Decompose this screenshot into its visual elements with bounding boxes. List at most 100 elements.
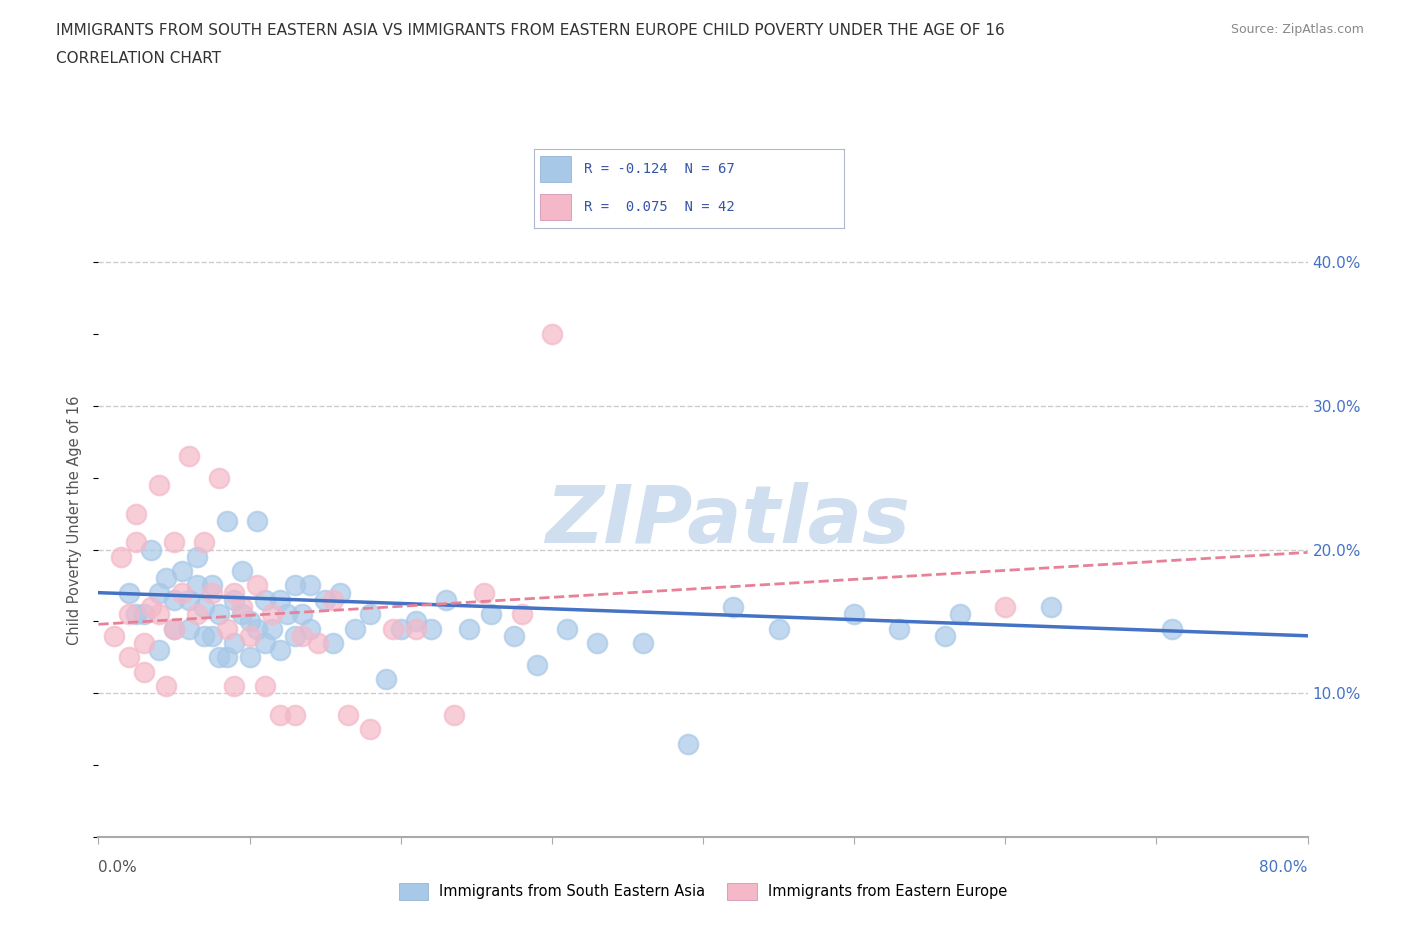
Point xyxy=(405,621,427,636)
Point xyxy=(224,592,246,607)
Point xyxy=(723,600,745,615)
Point xyxy=(291,629,314,644)
Point xyxy=(186,550,208,565)
Point xyxy=(246,513,269,528)
Point xyxy=(179,621,201,636)
Point xyxy=(360,722,382,737)
Point xyxy=(246,621,269,636)
Point xyxy=(103,629,125,644)
Point xyxy=(284,708,307,723)
Point xyxy=(262,621,284,636)
Point xyxy=(1039,600,1062,615)
Point xyxy=(231,606,253,621)
Point xyxy=(934,629,956,644)
Point xyxy=(1160,621,1182,636)
Point xyxy=(360,606,382,621)
Point xyxy=(472,585,495,600)
Point xyxy=(889,621,911,636)
Point xyxy=(239,614,262,629)
Point xyxy=(420,621,443,636)
Point xyxy=(231,600,253,615)
Point xyxy=(208,606,231,621)
Point xyxy=(163,621,186,636)
Point xyxy=(586,635,609,650)
Point xyxy=(291,606,314,621)
Point xyxy=(125,535,148,550)
Point xyxy=(405,614,427,629)
Point xyxy=(141,542,163,557)
Point xyxy=(224,679,246,694)
Text: Source: ZipAtlas.com: Source: ZipAtlas.com xyxy=(1230,23,1364,36)
Point xyxy=(110,550,132,565)
Point xyxy=(322,635,344,650)
Point xyxy=(179,448,201,463)
Point xyxy=(193,535,215,550)
Point xyxy=(314,592,336,607)
Point xyxy=(193,600,215,615)
Point xyxy=(155,679,177,694)
Point xyxy=(186,606,208,621)
Point xyxy=(179,592,201,607)
Text: R =  0.075  N = 42: R = 0.075 N = 42 xyxy=(583,200,734,214)
Bar xyxy=(540,193,571,220)
Point xyxy=(344,621,367,636)
Point xyxy=(141,600,163,615)
Point xyxy=(253,679,276,694)
Point xyxy=(336,708,359,723)
Point xyxy=(239,629,262,644)
Bar xyxy=(540,156,571,182)
Point xyxy=(208,471,231,485)
Point xyxy=(844,606,866,621)
Point xyxy=(148,606,170,621)
Point xyxy=(155,571,177,586)
Point xyxy=(215,650,238,665)
Point xyxy=(299,578,322,593)
Point xyxy=(215,621,238,636)
Point xyxy=(148,585,170,600)
Point xyxy=(307,635,329,650)
Point xyxy=(526,658,548,672)
Point xyxy=(389,621,412,636)
Point xyxy=(676,737,699,751)
Point xyxy=(246,578,269,593)
Point xyxy=(239,650,262,665)
Point xyxy=(276,606,298,621)
Point xyxy=(555,621,578,636)
Point xyxy=(125,606,148,621)
Legend: Immigrants from South Eastern Asia, Immigrants from Eastern Europe: Immigrants from South Eastern Asia, Immi… xyxy=(392,877,1014,906)
Point xyxy=(540,326,562,341)
Point xyxy=(994,600,1017,615)
Point xyxy=(186,578,208,593)
Point xyxy=(253,635,276,650)
Point xyxy=(269,708,291,723)
Point xyxy=(118,650,141,665)
Point xyxy=(949,606,972,621)
Point xyxy=(163,621,186,636)
Point xyxy=(201,585,224,600)
Point xyxy=(382,621,405,636)
Point xyxy=(443,708,465,723)
Point xyxy=(284,629,307,644)
Point xyxy=(262,606,284,621)
Point xyxy=(231,564,253,578)
Point xyxy=(631,635,654,650)
Point xyxy=(269,592,291,607)
Y-axis label: Child Poverty Under the Age of 16: Child Poverty Under the Age of 16 xyxy=(67,396,83,645)
Point xyxy=(132,606,155,621)
Point xyxy=(163,592,186,607)
Text: IMMIGRANTS FROM SOUTH EASTERN ASIA VS IMMIGRANTS FROM EASTERN EUROPE CHILD POVER: IMMIGRANTS FROM SOUTH EASTERN ASIA VS IM… xyxy=(56,23,1005,38)
Point xyxy=(148,643,170,658)
Point xyxy=(163,535,186,550)
Point xyxy=(768,621,790,636)
Point xyxy=(329,585,352,600)
Point xyxy=(322,592,344,607)
Text: ZIPatlas: ZIPatlas xyxy=(544,482,910,560)
Point xyxy=(170,585,193,600)
Point xyxy=(510,606,533,621)
Text: 0.0%: 0.0% xyxy=(98,860,138,875)
Point xyxy=(481,606,503,621)
Point xyxy=(299,621,322,636)
Text: R = -0.124  N = 67: R = -0.124 N = 67 xyxy=(583,163,734,177)
Point xyxy=(125,506,148,521)
Point xyxy=(118,585,141,600)
